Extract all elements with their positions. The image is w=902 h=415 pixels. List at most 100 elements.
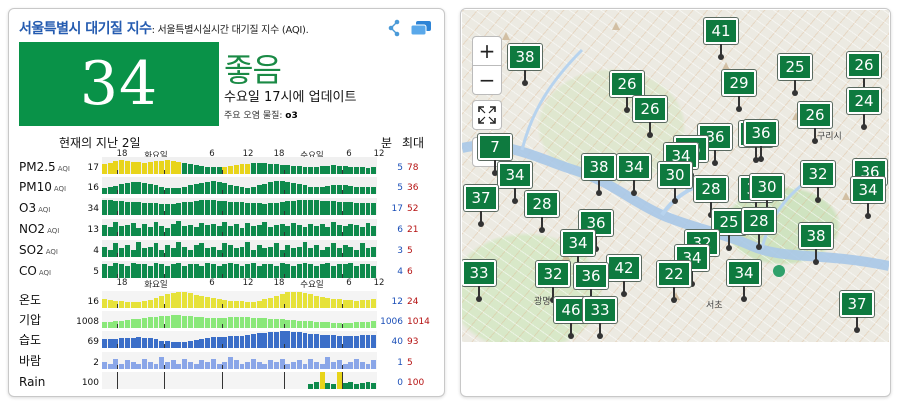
station-marker[interactable]: 37 [464, 185, 498, 227]
sparkline-bar [153, 222, 159, 236]
row-sparkline[interactable] [102, 198, 377, 215]
station-marker[interactable]: 34 [498, 162, 532, 204]
marker-stem [674, 188, 676, 199]
station-marker[interactable]: 41 [704, 18, 738, 60]
station-marker[interactable]: 33 [583, 297, 617, 339]
row-min-value: 5 [397, 163, 403, 173]
sparkline-bar [313, 200, 319, 215]
station-marker[interactable]: 34 [851, 177, 885, 219]
station-marker[interactable]: 30 [658, 162, 692, 204]
row-sparkline[interactable] [102, 291, 377, 308]
sparkline-bar [285, 201, 291, 215]
station-marker[interactable]: 36 [574, 263, 608, 305]
history-row[interactable]: 바람 2 1 5 [9, 351, 444, 371]
row-current-value: 4 [93, 246, 99, 256]
row-sparkline[interactable] [102, 177, 377, 194]
station-aqi-value: 26 [610, 71, 644, 97]
station-marker[interactable]: 38 [799, 223, 833, 265]
sparkline-tick [342, 170, 343, 174]
station-marker[interactable]: 25 [778, 54, 812, 96]
history-row[interactable]: SO2 AQI 4 3 5 [9, 239, 444, 259]
row-unit: AQI [57, 165, 70, 173]
row-min-value: 4 [397, 267, 403, 277]
time-tick-label: 화요일 [144, 280, 168, 290]
station-marker[interactable]: 29 [722, 70, 756, 112]
history-row[interactable]: PM2.5 AQI 17 5 78 [9, 156, 444, 176]
station-marker[interactable]: 28 [525, 191, 559, 233]
zoom-in-button[interactable]: + [472, 36, 502, 66]
sparkline-bar [205, 248, 211, 257]
history-row[interactable]: CO AQI 5 4 6 [9, 260, 444, 280]
row-max-value: 21 [407, 225, 419, 235]
station-marker[interactable]: 38 [582, 154, 616, 196]
sparkline-bar [279, 250, 285, 257]
station-marker[interactable]: 22 [657, 261, 691, 303]
station-marker[interactable]: 26 [847, 52, 881, 94]
station-aqi-value: 28 [694, 176, 728, 202]
sparkline-bar [296, 225, 302, 236]
sparkline-bar [342, 336, 348, 348]
row-sparkline[interactable] [102, 261, 377, 278]
row-sparkline[interactable] [102, 240, 377, 257]
history-row[interactable]: 기압 1008 1006 1014 [9, 310, 444, 330]
station-marker[interactable]: 30 [750, 174, 784, 216]
sparkline-bar [325, 201, 331, 215]
station-marker[interactable]: 36 [744, 120, 778, 162]
sparkline-bar [371, 360, 377, 369]
sparkline-bar [119, 264, 125, 278]
sparkline-bar [331, 362, 337, 369]
row-sparkline[interactable] [102, 157, 377, 174]
station-marker[interactable]: 36 [698, 124, 732, 166]
sparkline-bar [250, 263, 256, 278]
station-aqi-value: 36 [698, 124, 732, 150]
row-name-text: NO2 [19, 222, 46, 236]
row-sparkline[interactable] [102, 372, 377, 389]
sparkline-bar [291, 320, 296, 328]
station-marker[interactable]: 32 [801, 161, 835, 203]
history-row[interactable]: NO2 AQI 13 6 21 [9, 218, 444, 238]
aqi-map[interactable]: + − 구리시 광명 서초 41382526262426292631367363… [462, 10, 889, 342]
history-row[interactable]: 습도 69 40 93 [9, 330, 444, 350]
station-marker[interactable]: 26 [610, 71, 644, 113]
history-row[interactable]: PM10 AQI 16 5 36 [9, 176, 444, 196]
aqi-card: 서울특별시 대기질 지수: 서울특별시실시간 대기질 지수 (AQI). 34 … [8, 8, 445, 397]
history-row[interactable]: O3 AQI 34 17 52 [9, 197, 444, 217]
sparkline-bar [273, 164, 279, 174]
station-marker[interactable]: 26 [798, 102, 832, 144]
station-dot[interactable] [773, 265, 785, 277]
station-marker[interactable]: 7 [478, 134, 512, 176]
history-row[interactable]: 온도 16 12 24 [9, 290, 444, 310]
station-marker[interactable]: 24 [847, 88, 881, 130]
station-marker[interactable]: 33 [462, 260, 496, 302]
window-icon[interactable] [410, 20, 432, 36]
sparkline-bar [285, 264, 291, 278]
sparkline-bar [153, 203, 159, 215]
station-marker[interactable]: 37 [840, 291, 874, 333]
city-title[interactable]: 서울특별시 대기질 지수 [19, 21, 152, 37]
sparkline-bar [250, 187, 256, 194]
share-icon[interactable] [387, 19, 401, 37]
station-marker[interactable]: 32 [536, 261, 570, 303]
zoom-out-button[interactable]: − [472, 65, 502, 95]
row-name: O3 AQI [19, 201, 50, 215]
row-sparkline[interactable] [102, 352, 377, 369]
history-row[interactable]: Rain 100 0 100 [9, 371, 444, 391]
station-marker[interactable]: 28 [694, 176, 728, 218]
station-marker[interactable]: 34 [727, 260, 761, 302]
sparkline-bar [256, 333, 262, 348]
station-marker[interactable]: 42 [607, 255, 641, 297]
sparkline-bar [342, 383, 348, 389]
station-marker[interactable]: 34 [617, 154, 651, 196]
station-marker[interactable]: 36 [579, 210, 613, 252]
station-marker[interactable]: 38 [508, 44, 542, 86]
sparkline-tick [342, 190, 343, 194]
sparkline-bar [354, 301, 359, 308]
fullscreen-button[interactable] [472, 100, 502, 130]
row-sparkline[interactable] [102, 331, 377, 348]
row-sparkline[interactable] [102, 219, 377, 236]
row-sparkline[interactable] [102, 311, 377, 328]
sparkline-bar [210, 167, 216, 174]
station-marker[interactable]: 25 [712, 209, 746, 251]
station-marker[interactable]: 26 [633, 96, 667, 138]
station-marker[interactable]: 28 [742, 208, 776, 250]
